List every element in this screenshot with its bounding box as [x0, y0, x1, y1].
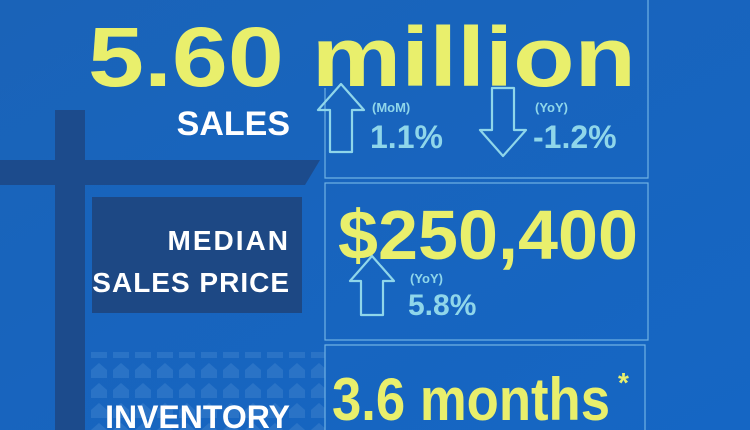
inventory-box: [324, 344, 646, 430]
sales-value: 5.60 million: [88, 10, 636, 104]
inventory-label: INVENTORY: [105, 399, 290, 430]
sales-box: [324, 0, 649, 179]
price-yoy-change: 5.8%: [408, 289, 476, 322]
yoy-period: (YoY): [535, 100, 568, 115]
mom-change: 1.1%: [370, 119, 443, 155]
price-box: [324, 182, 649, 341]
price-value: $250,400: [338, 196, 638, 274]
mom-period: (MoM): [372, 100, 410, 115]
inventory-value: 3.6 months: [332, 366, 610, 430]
price-label-1: MEDIAN: [168, 225, 290, 256]
down-arrow: [478, 86, 528, 158]
price-yoy-period: (YoY): [410, 271, 443, 286]
house-pattern: [85, 352, 325, 430]
sales-label: SALES: [177, 105, 290, 143]
sign-post: [0, 110, 320, 430]
footnote-mark: *: [618, 367, 629, 398]
price-label-2: SALES PRICE: [92, 267, 290, 298]
up-arrow: [316, 82, 366, 154]
up-arrow: [348, 254, 396, 317]
yoy-change: -1.2%: [533, 119, 617, 155]
